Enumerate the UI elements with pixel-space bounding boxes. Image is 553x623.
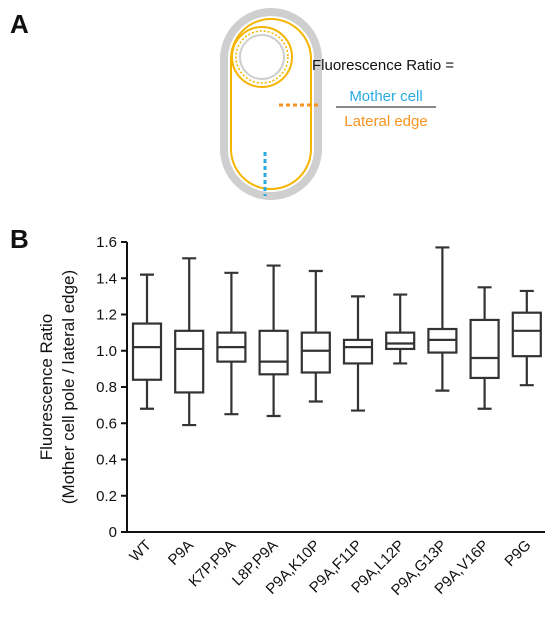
box — [385, 331, 416, 351]
y-axis-title: (Mother cell pole / lateral edge) — [59, 270, 78, 504]
box — [258, 329, 289, 376]
y-tick-label: 0 — [109, 524, 117, 541]
denominator: Lateral edge — [344, 113, 427, 130]
formula-label: Fluorescence Ratio = — [312, 57, 454, 74]
box — [174, 329, 205, 394]
lower-whisker — [519, 356, 534, 387]
box — [342, 338, 374, 365]
lower-whisker — [351, 363, 365, 412]
lower-whisker — [140, 379, 154, 410]
lower-whisker — [308, 372, 323, 403]
upper-whisker — [308, 269, 323, 333]
box — [511, 311, 542, 358]
box — [300, 331, 331, 374]
y-tick-label: 0.8 — [96, 379, 117, 396]
lower-whisker — [435, 352, 450, 392]
y-tick-label: 0.6 — [96, 415, 117, 432]
y-tick-label: 1.4 — [96, 270, 117, 287]
y-tick-label: 0.2 — [96, 488, 117, 505]
y-tick-label: 0.4 — [96, 452, 117, 469]
x-tick-label: P9A — [165, 537, 197, 569]
box — [469, 318, 500, 380]
lower-whisker — [266, 374, 281, 418]
x-tick-label: WT — [126, 537, 155, 566]
upper-whisker — [266, 264, 281, 331]
upper-whisker — [224, 271, 239, 333]
y-axis-title: Fluorescence Ratio — [37, 314, 56, 460]
panel-label: B — [10, 224, 29, 254]
upper-whisker — [477, 286, 492, 320]
y-tick-label: 1.2 — [96, 307, 117, 324]
lower-whisker — [393, 348, 408, 365]
panel-label: A — [10, 9, 29, 39]
y-tick-label: 1.0 — [96, 343, 117, 360]
y-tick-label: 1.6 — [96, 234, 117, 251]
x-tick-label: K7P,P9A — [186, 537, 240, 591]
upper-whisker — [351, 295, 365, 340]
upper-whisker — [393, 293, 408, 333]
spore-outer — [231, 26, 293, 88]
spore-inner — [239, 34, 285, 80]
upper-whisker — [519, 289, 534, 313]
numerator: Mother cell — [349, 88, 422, 105]
lower-whisker — [182, 392, 197, 427]
x-tick-label: P9G — [501, 537, 534, 570]
lower-whisker — [477, 377, 492, 410]
upper-whisker — [182, 257, 197, 331]
box — [131, 322, 163, 381]
upper-whisker — [435, 246, 450, 329]
upper-whisker — [140, 273, 154, 324]
lower-whisker — [224, 361, 239, 416]
spore-dotted — [235, 30, 289, 84]
